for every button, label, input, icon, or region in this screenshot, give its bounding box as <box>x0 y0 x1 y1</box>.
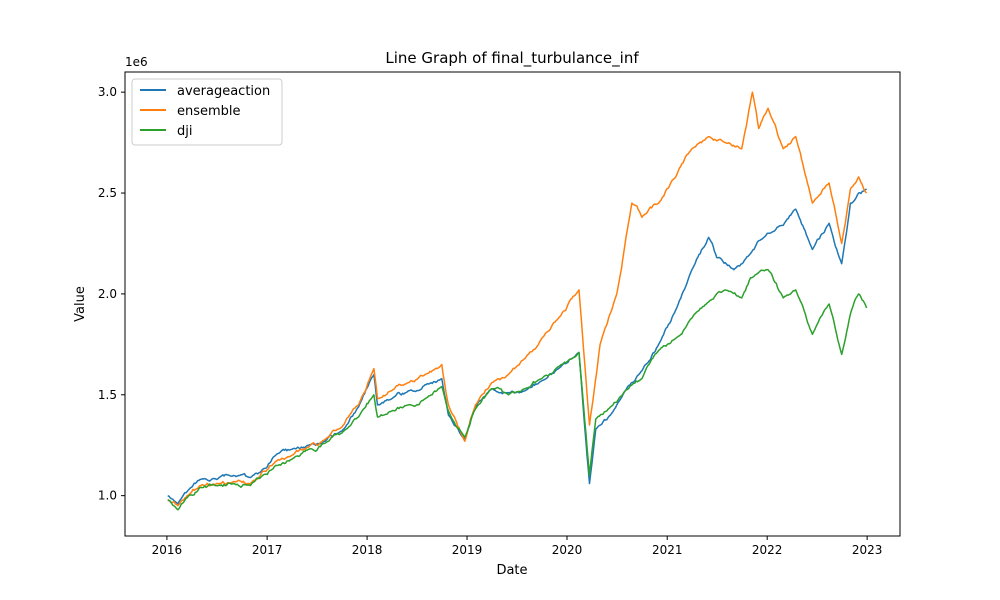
series-layer <box>167 91 868 511</box>
x-tick-label: 2023 <box>852 543 883 557</box>
legend-entries: averageaction ensemble dji <box>140 84 270 139</box>
x-axis: 2016 2017 2018 2019 2020 2021 2022 2023 <box>152 536 883 557</box>
x-tick-label: 2016 <box>152 543 183 557</box>
series-line-dji <box>167 268 868 511</box>
plot-frame <box>124 71 901 537</box>
series-line-ensemble <box>167 91 868 507</box>
chart-title: Line Graph of final_turbulance_inf <box>385 49 639 68</box>
x-tick-label: 2020 <box>552 543 583 557</box>
x-tick-label: 2018 <box>352 543 383 557</box>
y-tick-label: 1.0 <box>98 489 117 503</box>
legend-label-ensemble: ensemble <box>177 104 241 119</box>
y-axis-label: Value <box>73 286 88 322</box>
y-tick-label: 3.0 <box>98 85 117 99</box>
x-tick-label: 2017 <box>252 543 283 557</box>
x-tick-label: 2021 <box>652 543 683 557</box>
legend-box <box>131 78 283 146</box>
y-axis: 1.0 1.5 2.0 2.5 3.0 <box>98 85 125 503</box>
y-tick-label: 2.0 <box>98 287 117 301</box>
x-tick-label: 2019 <box>452 543 483 557</box>
legend-label-averageaction: averageaction <box>177 84 270 99</box>
y-offset-label: 1e6 <box>125 55 148 69</box>
y-tick-label: 1.5 <box>98 388 117 402</box>
x-axis-label: Date <box>496 563 527 578</box>
legend-label-dji: dji <box>177 124 192 139</box>
y-tick-label: 2.5 <box>98 186 117 200</box>
legend: averageaction ensemble dji <box>131 78 283 146</box>
x-tick-label: 2022 <box>752 543 783 557</box>
